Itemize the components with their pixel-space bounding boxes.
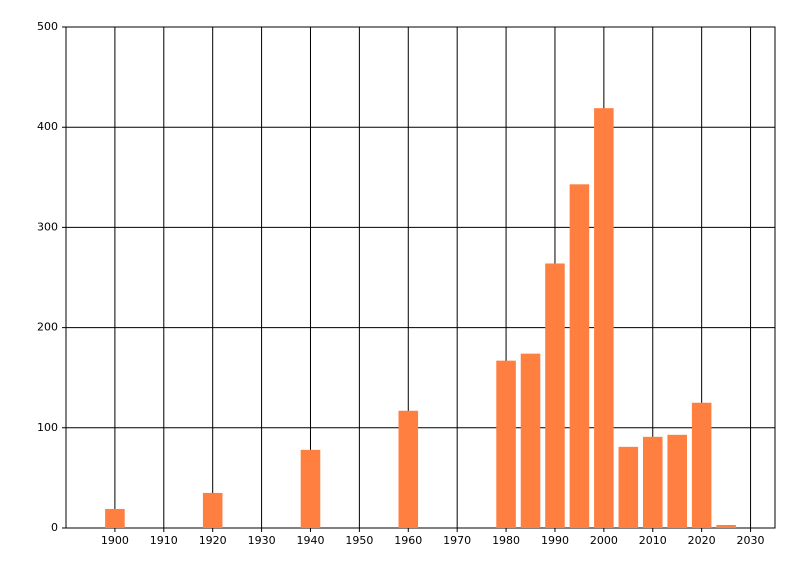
x-tick-label: 1950 bbox=[345, 534, 373, 547]
y-tick-label: 300 bbox=[37, 220, 58, 233]
x-tick-label: 2030 bbox=[737, 534, 765, 547]
x-tick-label: 1990 bbox=[541, 534, 569, 547]
y-tick-label: 400 bbox=[37, 120, 58, 133]
bar bbox=[642, 436, 663, 528]
bar bbox=[667, 434, 687, 528]
x-tick-label: 1920 bbox=[199, 534, 227, 547]
x-tick-label: 1930 bbox=[248, 534, 276, 547]
bar bbox=[520, 353, 541, 528]
x-tick-label: 2000 bbox=[590, 534, 618, 547]
bar bbox=[691, 402, 712, 528]
x-tick-label: 2010 bbox=[639, 534, 667, 547]
x-tick-label: 1960 bbox=[394, 534, 422, 547]
x-tick-label: 2020 bbox=[688, 534, 716, 547]
bar bbox=[716, 524, 736, 528]
y-tick-label: 100 bbox=[37, 421, 58, 434]
y-tick-label: 0 bbox=[51, 521, 58, 534]
x-tick-label: 1970 bbox=[443, 534, 471, 547]
bar bbox=[594, 108, 614, 529]
x-tick-label: 1980 bbox=[492, 534, 520, 547]
bar bbox=[569, 184, 590, 528]
y-tick-label: 500 bbox=[37, 20, 58, 33]
x-tick-label: 1940 bbox=[296, 534, 324, 547]
bar bbox=[300, 449, 321, 528]
bar bbox=[496, 360, 516, 528]
bar bbox=[105, 508, 125, 528]
x-tick-label: 1900 bbox=[101, 534, 129, 547]
y-tick-label: 200 bbox=[37, 321, 58, 334]
bar bbox=[202, 492, 223, 528]
x-tick-label: 1910 bbox=[150, 534, 178, 547]
bar bbox=[618, 446, 639, 528]
bar bbox=[398, 410, 419, 528]
bar bbox=[545, 263, 565, 528]
